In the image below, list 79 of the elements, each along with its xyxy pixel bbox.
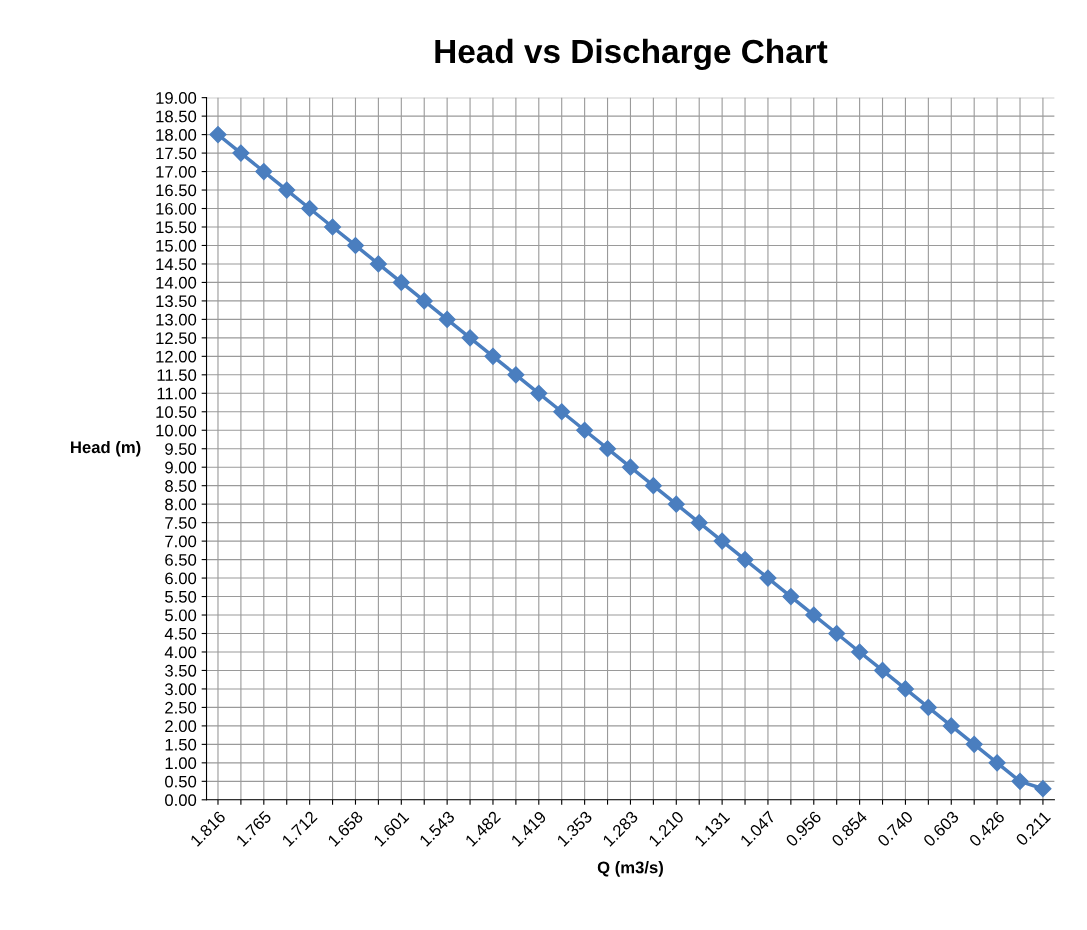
point xyxy=(346,236,365,255)
y-tick-label: 3.50 xyxy=(165,664,197,677)
y-tick-label: 16.00 xyxy=(156,202,197,215)
point xyxy=(851,643,869,661)
point xyxy=(255,163,273,181)
y-tick-label: 0.00 xyxy=(165,794,197,806)
point xyxy=(713,532,731,550)
y-tick-label: 12.00 xyxy=(156,350,197,363)
point xyxy=(690,514,708,532)
y-tick-label: 2.50 xyxy=(165,701,197,714)
chart-title: Head vs Discharge Chart xyxy=(435,38,828,70)
y-tick-label: 11.50 xyxy=(157,369,197,382)
y-tick-label: 14.00 xyxy=(156,276,197,289)
point xyxy=(644,477,662,495)
point xyxy=(736,551,754,569)
y-tick-label: 2.00 xyxy=(165,720,197,733)
y-tick-label: 5.00 xyxy=(165,609,197,622)
point xyxy=(828,624,846,643)
y-tick-label: 1.50 xyxy=(165,738,197,751)
point xyxy=(324,218,342,236)
y-tick-label: 10.00 xyxy=(156,424,197,437)
y-tick-label: 11.00 xyxy=(157,387,197,400)
point xyxy=(461,329,479,347)
y-tick-label: 5.50 xyxy=(165,590,197,603)
point xyxy=(278,181,296,199)
y-tick-label: 1.00 xyxy=(165,757,197,770)
y-tick-label: 7.50 xyxy=(165,517,197,529)
point xyxy=(209,126,227,144)
point xyxy=(1011,772,1029,790)
y-tick-label: 9.00 xyxy=(165,461,197,474)
y-tick-label: 6.00 xyxy=(165,572,197,585)
y-tick-label: 19.00 xyxy=(156,92,197,104)
point xyxy=(530,384,548,402)
y-tick-label: 16.50 xyxy=(156,184,197,197)
point xyxy=(782,587,800,606)
y-tick-label: 8.00 xyxy=(165,498,197,511)
point xyxy=(438,310,456,328)
point xyxy=(392,273,410,291)
point xyxy=(942,717,960,735)
y-tick-label: 7.00 xyxy=(165,535,197,548)
point xyxy=(621,458,640,476)
y-tick-label: 18.50 xyxy=(156,110,197,123)
y-tick-label: 12.50 xyxy=(156,332,197,345)
point xyxy=(369,255,387,273)
y-tick-label: 15.00 xyxy=(156,239,197,252)
point xyxy=(759,569,777,587)
y-tick-label: 17.50 xyxy=(156,147,197,160)
point xyxy=(301,199,319,218)
y-tick-label: 8.50 xyxy=(165,480,197,492)
y-tick-label: 3.00 xyxy=(165,683,197,696)
point xyxy=(553,403,571,421)
y-tick-label: 4.50 xyxy=(164,627,197,640)
point xyxy=(1034,780,1052,798)
point xyxy=(873,661,892,680)
y-tick-label: 0.50 xyxy=(165,775,197,788)
point xyxy=(484,347,502,365)
point xyxy=(507,366,525,384)
y-tick-label: 14.50 xyxy=(156,258,197,271)
x-axis-title: Q (m3/s) xyxy=(597,861,663,877)
point xyxy=(667,495,685,513)
y-tick-label: 17.00 xyxy=(156,165,197,178)
point xyxy=(965,735,983,753)
point xyxy=(232,144,250,162)
y-tick-label: 13.50 xyxy=(156,295,197,308)
y-tick-label: 10.50 xyxy=(156,406,197,418)
point xyxy=(805,606,823,624)
y-tick-label: 6.50 xyxy=(165,553,197,566)
y-tick-label: 13.00 xyxy=(156,313,197,326)
y-axis-title: Head (m) xyxy=(71,440,141,457)
point xyxy=(919,698,937,716)
y-tick-label: 15.50 xyxy=(156,221,197,234)
point xyxy=(896,680,914,698)
point xyxy=(576,421,594,439)
y-tick-label: 9.50 xyxy=(165,443,197,455)
y-tick-label: 4.00 xyxy=(164,646,197,659)
point xyxy=(598,440,617,458)
y-tick-label: 18.00 xyxy=(156,129,197,141)
point xyxy=(415,292,433,310)
point xyxy=(988,754,1006,772)
